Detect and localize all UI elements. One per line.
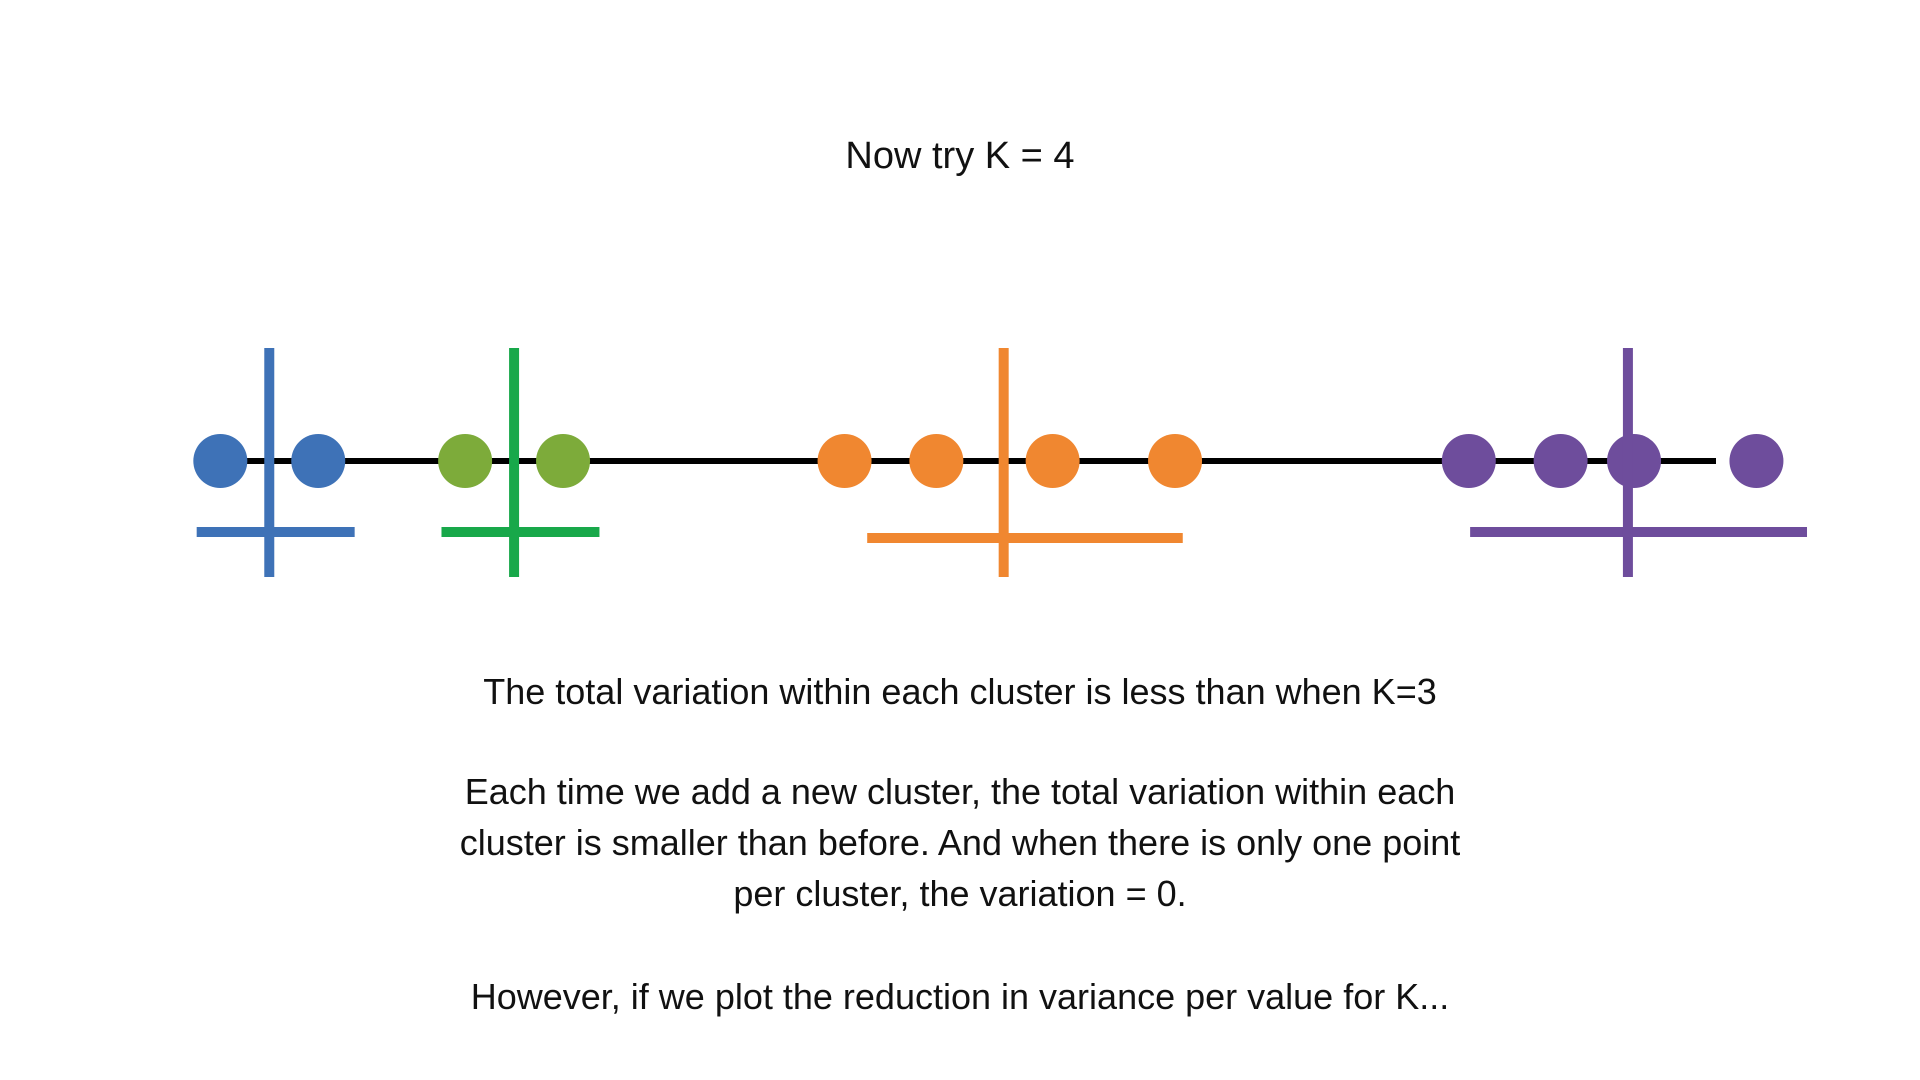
cluster-blue	[193, 348, 355, 577]
cluster-green-point	[438, 434, 493, 488]
caption-paragraph: Each time we add a new cluster, the tota…	[0, 766, 1920, 919]
cluster-green	[438, 348, 600, 577]
caption-paragraph-line-3: per cluster, the variation = 0.	[733, 873, 1187, 914]
cluster-purple-point	[1729, 434, 1784, 488]
cluster-orange-point	[1148, 434, 1203, 488]
clusters-layer	[193, 348, 1808, 577]
cluster-purple-point	[1441, 434, 1496, 488]
caption-however: However, if we plot the reduction in var…	[470, 976, 1450, 1017]
cluster-orange-point	[1025, 434, 1080, 488]
caption-paragraph-line-2: cluster is smaller than before. And when…	[459, 822, 1461, 863]
cluster-blue-point	[193, 434, 248, 488]
slide-title: Now try K = 4	[845, 135, 1075, 177]
caption-paragraph-line-1: Each time we add a new cluster, the tota…	[464, 771, 1456, 812]
cluster-purple-point	[1533, 434, 1588, 488]
cluster-orange	[817, 348, 1203, 577]
caption-variation-less: The total variation within each cluster …	[483, 671, 1437, 712]
cluster-orange-point	[909, 434, 964, 488]
cluster-purple-point	[1607, 434, 1662, 488]
cluster-green-point	[536, 434, 591, 488]
cluster-purple	[1441, 348, 1808, 577]
cluster-orange-point	[817, 434, 872, 488]
cluster-blue-point	[291, 434, 346, 488]
